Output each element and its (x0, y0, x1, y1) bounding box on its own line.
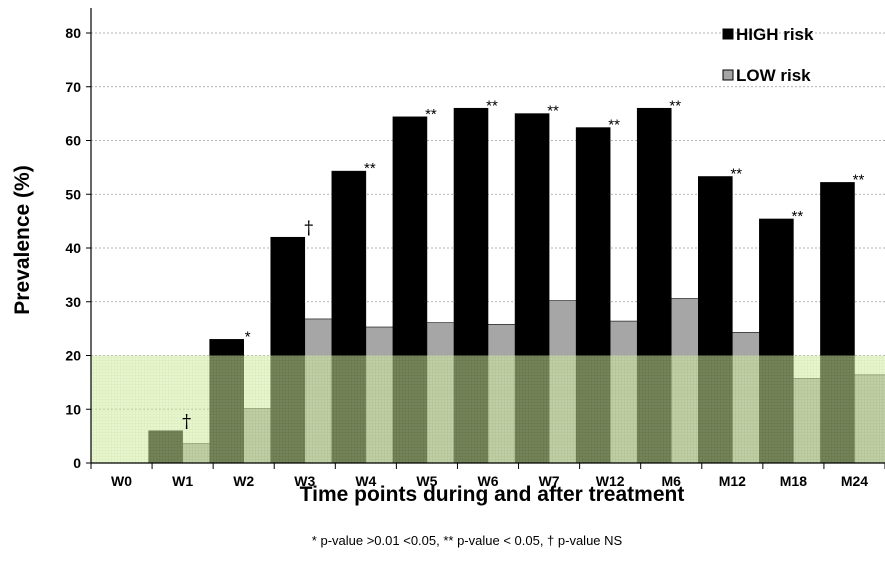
footnote: * p-value >0.01 <0.05, ** p-value < 0.05… (312, 533, 623, 548)
y-tick-label-8: 80 (65, 25, 81, 41)
x-tick-label-W7: W7 (539, 473, 560, 489)
x-tick-label-M18: M18 (780, 473, 807, 489)
reference-band (91, 355, 885, 463)
x-tick-label-W2: W2 (233, 473, 254, 489)
legend-label-high: HIGH risk (736, 25, 814, 44)
x-tick-label-W6: W6 (478, 473, 499, 489)
annotation-W12: ** (608, 117, 620, 134)
x-tick-label-W4: W4 (355, 473, 376, 489)
annotation-M24: ** (853, 171, 865, 188)
y-tick-labels: 0 10 20 30 40 50 60 70 80 (65, 25, 81, 471)
annotation-W1: † (182, 411, 191, 432)
annotation-M18: ** (792, 208, 804, 225)
axes (86, 8, 885, 469)
x-tick-label-W12: W12 (596, 473, 625, 489)
annotation-W3: † (304, 217, 313, 238)
legend-label-low: LOW risk (736, 66, 811, 85)
significance-annotations: † * † ** ** ** ** ** ** ** ** ** (182, 97, 864, 432)
y-tick-label-2: 20 (65, 348, 81, 364)
x-tick-label-M24: M24 (841, 473, 868, 489)
y-tick-label-4: 40 (65, 240, 81, 256)
y-tick-label-6: 60 (65, 133, 81, 149)
y-tick-label-7: 70 (65, 79, 81, 95)
annotation-W2: * (245, 328, 251, 345)
y-tick-label-0: 0 (73, 455, 81, 471)
y-tick-label-1: 10 (65, 401, 81, 417)
annotation-W4: ** (364, 160, 376, 177)
annotation-W7: ** (547, 103, 559, 120)
annotation-M6: ** (669, 97, 681, 114)
y-tick-label-3: 30 (65, 294, 81, 310)
legend-swatch-high (722, 28, 734, 40)
x-tick-label-W3: W3 (294, 473, 315, 489)
y-axis-label: Prevalence (%) (11, 165, 34, 314)
x-tick-label-M12: M12 (719, 473, 746, 489)
annotation-W6: ** (486, 97, 498, 114)
x-tick-label-W0: W0 (111, 473, 132, 489)
annotation-M12: ** (730, 166, 742, 183)
x-tick-label-M6: M6 (662, 473, 682, 489)
x-tick-label-W1: W1 (172, 473, 193, 489)
legend: HIGH risk LOW risk (722, 25, 814, 85)
legend-swatch-low (722, 69, 734, 81)
x-tick-labels: W0 W1 W2 W3 W4 W5 W6 W7 W12 M6 M12 M18 M24 (111, 473, 868, 489)
x-axis-label: Time points during and after treatment (300, 483, 685, 506)
y-tick-label-5: 50 (65, 186, 81, 202)
x-tick-label-W5: W5 (416, 473, 437, 489)
annotation-W5: ** (425, 106, 437, 123)
